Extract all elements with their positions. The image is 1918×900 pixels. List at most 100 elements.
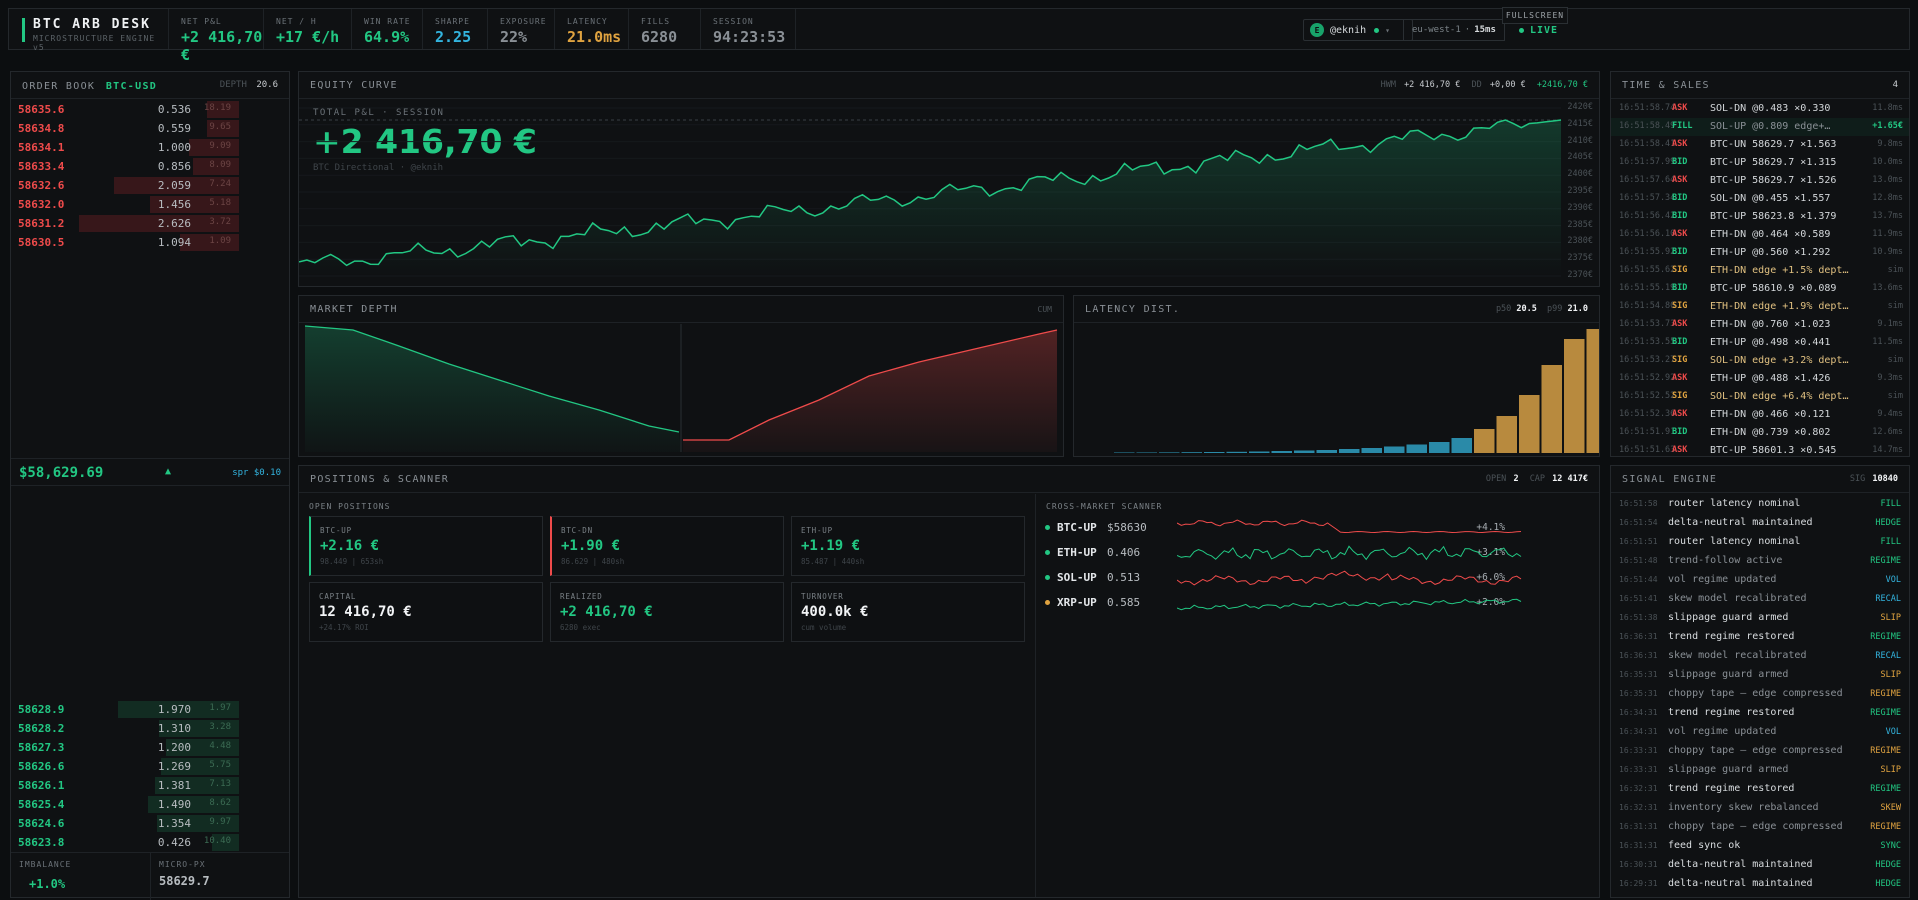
position-card-eth-up[interactable]: ETH-UP +1.19 € 85.487 | 440sh <box>791 516 1025 576</box>
latency-bar <box>1361 448 1382 453</box>
tape-row[interactable]: 16:51:57.99 BID BTC-UP 58629.7 ×1.315 10.0m… <box>1611 154 1909 172</box>
tape-row[interactable]: 16:51:53.55 BID ETH-UP @0.498 ×0.441 11.5ms <box>1611 334 1909 352</box>
price: 58625.4 <box>18 798 65 811</box>
scanner-change: +4.1% <box>1476 522 1505 533</box>
signal-row[interactable]: 16:30:31 delta-neutral maintained HEDGE <box>1611 856 1909 875</box>
tape-row[interactable]: 16:51:58.41 ASK BTC-UN 58629.7 ×1.563 9.8ms <box>1611 136 1909 154</box>
price: 58635.6 <box>18 103 65 116</box>
signal-row[interactable]: 16:35:31 slippage guard armed SLIP <box>1611 666 1909 685</box>
live-dot-icon <box>1519 27 1524 33</box>
signal-row[interactable]: 16:36:31 trend regime restored REGIME <box>1611 628 1909 647</box>
tape-row[interactable]: 16:51:55.62 SIG ETH-DN edge +1.5% dept… sim <box>1611 262 1909 280</box>
tape-side: SIG <box>1672 265 1688 275</box>
signal-desc: vol regime updated <box>1668 726 1777 737</box>
signal-row[interactable]: 16:34:31 vol regime updated VOL <box>1611 723 1909 742</box>
signal-row[interactable]: 16:33:31 choppy tape — edge compressed REG… <box>1611 742 1909 761</box>
position-card-capital[interactable]: CAPITAL 12 416,70 € +24.17% ROI <box>309 582 543 642</box>
tape-row[interactable]: 16:51:53.27 SIG SOL-DN edge +3.2% dept… sim <box>1611 352 1909 370</box>
signal-row[interactable]: 16:36:31 skew model recalibrated RECAL <box>1611 647 1909 666</box>
tape-row[interactable]: 16:51:55.92 BID ETH-UP @0.560 ×1.292 10.9ms <box>1611 244 1909 262</box>
scanner-row[interactable]: XRP-UP 0.585 +2.0% <box>1041 593 1522 615</box>
orderbook-bid-row[interactable]: 58625.4 1.490 8.62 <box>11 795 239 814</box>
orderbook-ask-row[interactable]: 58632.6 2.059 7.24 <box>11 176 239 195</box>
bid-depth-area <box>305 326 681 452</box>
tape-row[interactable]: 16:51:52.92 ASK ETH-UP @0.488 ×1.426 9.3ms <box>1611 370 1909 388</box>
tape-right: 9.8ms <box>1877 139 1903 149</box>
signal-tag: REGIME <box>1870 746 1901 756</box>
position-card-realized[interactable]: REALIZED +2 416,70 € 6280 exec <box>550 582 784 642</box>
tape-row[interactable]: 16:51:55.19 BID BTC-UP 58610.9 ×0.089 13.6m… <box>1611 280 1909 298</box>
orderbook-bid-row[interactable]: 58626.6 1.269 5.75 <box>11 757 239 776</box>
latency-bar <box>1294 450 1315 453</box>
latency-bar <box>1159 452 1180 453</box>
orderbook-ask-row[interactable]: 58634.8 0.559 9.65 <box>11 119 239 138</box>
tape-side: BID <box>1672 193 1688 203</box>
tape-row[interactable]: 16:51:53.73 ASK ETH-DN @0.760 ×1.023 9.1ms <box>1611 316 1909 334</box>
signal-row[interactable]: 16:51:51 router latency nominal FILL <box>1611 533 1909 552</box>
tape-row[interactable]: 16:51:52.52 SIG SOL-DN edge +6.4% dept… sim <box>1611 388 1909 406</box>
signal-row[interactable]: 16:51:41 skew model recalibrated RECAL <box>1611 590 1909 609</box>
depth-bar <box>207 120 239 137</box>
orderbook-ask-row[interactable]: 58632.0 1.456 5.18 <box>11 195 239 214</box>
tape-row[interactable]: 16:51:56.10 ASK ETH-DN @0.464 ×0.589 11.9ms <box>1611 226 1909 244</box>
orderbook-ask-row[interactable]: 58633.4 0.856 8.09 <box>11 157 239 176</box>
position-card-btc-up[interactable]: BTC-UP +2.16 € 98.449 | 653sh <box>309 516 543 576</box>
orderbook-bid-row[interactable]: 58623.8 0.426 10.40 <box>11 833 239 852</box>
order-book-symbol[interactable]: BTC-USD <box>105 80 158 92</box>
signal-desc: slippage guard armed <box>1668 764 1789 775</box>
tape-desc: ETH-DN @0.464 ×0.589 <box>1710 229 1831 240</box>
orderbook-bid-row[interactable]: 58627.3 1.200 4.48 <box>11 738 239 757</box>
orderbook-bid-row[interactable]: 58628.2 1.310 3.28 <box>11 719 239 738</box>
depth-bar <box>150 196 239 213</box>
positions-title: POSITIONS & SCANNER <box>310 473 450 485</box>
scanner-row[interactable]: ETH-UP 0.406 +3.1% <box>1041 543 1522 565</box>
region-selector[interactable]: eu-west-1 · 15ms <box>1403 19 1505 41</box>
scanner-row[interactable]: BTC-UP $58630 +4.1% <box>1041 518 1522 540</box>
cumulative: 5.18 <box>209 198 231 208</box>
signal-time: 16:31:31 <box>1619 822 1658 831</box>
signal-desc: choppy tape — edge compressed <box>1668 821 1843 832</box>
tape-row[interactable]: 16:51:51.63 ASK BTC-UP 58601.3 ×0.545 14.7m… <box>1611 442 1909 456</box>
signal-row[interactable]: 16:35:31 choppy tape — edge compressed REG… <box>1611 685 1909 704</box>
scanner-price: 0.585 <box>1107 596 1141 609</box>
tape-row[interactable]: 16:51:52.36 ASK ETH-DN @0.466 ×0.121 9.4ms <box>1611 406 1909 424</box>
tape-row[interactable]: 16:51:51.91 BID ETH-DN @0.739 ×0.802 12.6ms <box>1611 424 1909 442</box>
quantity: 1.000 <box>157 141 191 154</box>
signal-row[interactable]: 16:33:31 slippage guard armed SLIP <box>1611 761 1909 780</box>
quantity: 0.536 <box>157 103 191 116</box>
signal-row[interactable]: 16:51:54 delta-neutral maintained HEDGE <box>1611 514 1909 533</box>
signal-row[interactable]: 16:34:31 trend regime restored REGIME <box>1611 704 1909 723</box>
cum-tag: CUM <box>1037 304 1052 314</box>
orderbook-bid-row[interactable]: 58628.9 1.970 1.97 <box>11 700 239 719</box>
signal-row[interactable]: 16:31:31 feed sync ok SYNC <box>1611 837 1909 856</box>
tape-desc: ETH-DN edge +1.9% dept… <box>1710 301 1849 312</box>
signal-row[interactable]: 16:51:48 trend-follow active REGIME <box>1611 552 1909 571</box>
orderbook-ask-row[interactable]: 58635.6 0.536 18.19 <box>11 100 239 119</box>
signal-row[interactable]: 16:51:58 router latency nominal FILL <box>1611 495 1909 514</box>
tape-row[interactable]: 16:51:54.80 SIG ETH-DN edge +1.9% dept… sim <box>1611 298 1909 316</box>
fullscreen-button[interactable]: FULLSCREEN <box>1502 7 1568 24</box>
position-card-btc-dn[interactable]: BTC-DN +1.90 € 86.629 | 480sh <box>550 516 784 576</box>
signal-row[interactable]: 16:31:31 choppy tape — edge compressed REG… <box>1611 818 1909 837</box>
tape-row[interactable]: 16:51:58.49 FILL SOL-UP @0.809 edge+… +1.65… <box>1611 118 1909 136</box>
tape-row[interactable]: 16:51:56.42 BID BTC-UP 58623.8 ×1.379 13.7m… <box>1611 208 1909 226</box>
orderbook-bid-row[interactable]: 58624.6 1.354 9.97 <box>11 814 239 833</box>
signal-row[interactable]: 16:51:44 vol regime updated VOL <box>1611 571 1909 590</box>
tape-row[interactable]: 16:51:58.74 ASK SOL-DN @0.483 ×0.330 11.8ms <box>1611 100 1909 118</box>
orderbook-ask-row[interactable]: 58631.2 2.626 3.72 <box>11 214 239 233</box>
orderbook-ask-row[interactable]: 58630.5 1.094 1.09 <box>11 233 239 252</box>
price: 58624.6 <box>18 817 65 830</box>
position-card-turnover[interactable]: TURNOVER 400.0k € cum volume <box>791 582 1025 642</box>
tape-row[interactable]: 16:51:57.64 ASK BTC-UP 58629.7 ×1.526 13.0m… <box>1611 172 1909 190</box>
user-menu[interactable]: E @eknih ▾ <box>1303 19 1413 41</box>
scanner-row[interactable]: SOL-UP 0.513 +6.0% <box>1041 568 1522 590</box>
signal-row[interactable]: 16:51:38 slippage guard armed SLIP <box>1611 609 1909 628</box>
latency-bar <box>1249 451 1270 453</box>
orderbook-ask-row[interactable]: 58634.1 1.000 9.09 <box>11 138 239 157</box>
signal-row[interactable]: 16:29:31 delta-neutral maintained HEDGE <box>1611 875 1909 894</box>
tape-row[interactable]: 16:51:57.34 BID SOL-DN @0.455 ×1.557 12.8ms <box>1611 190 1909 208</box>
signal-row[interactable]: 16:32:31 inventory skew rebalanced SKEW <box>1611 799 1909 818</box>
orderbook-bid-row[interactable]: 58626.1 1.381 7.13 <box>11 776 239 795</box>
cumulative: 1.09 <box>209 236 231 246</box>
signal-row[interactable]: 16:32:31 trend regime restored REGIME <box>1611 780 1909 799</box>
